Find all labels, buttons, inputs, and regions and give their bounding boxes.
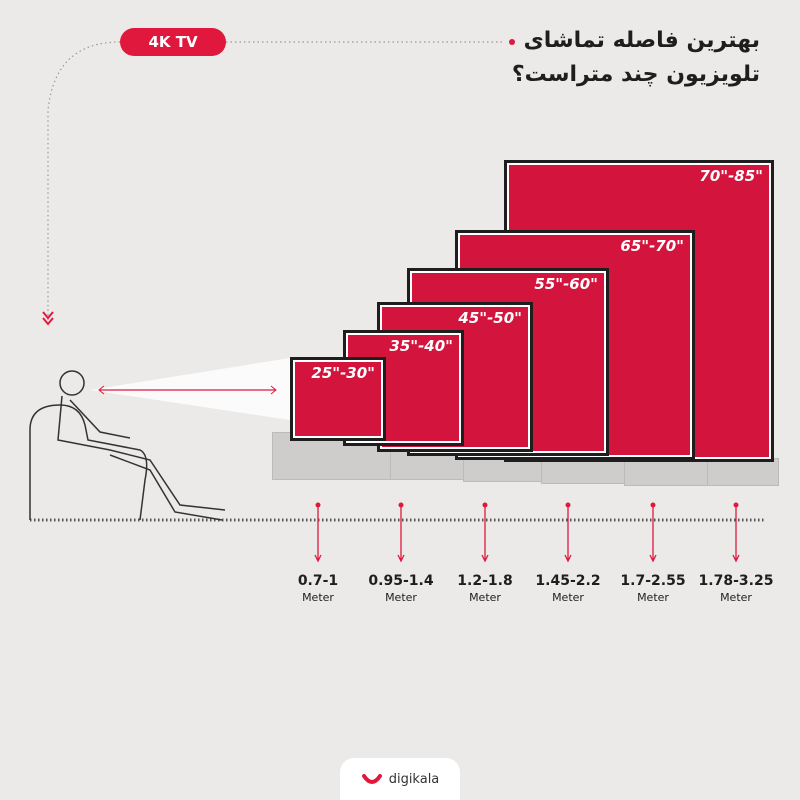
distance-marker — [482, 502, 488, 508]
chevron-down-icon — [42, 311, 54, 326]
distance-marker — [398, 502, 404, 508]
distance-arrow-icon — [481, 505, 489, 563]
distance-label: 1.45-2.2 Meter — [535, 573, 601, 604]
distance-label: 1.78-3.25 Meter — [698, 573, 774, 604]
person-in-armchair-icon — [29, 370, 226, 521]
distance-label: 0.7-1 Meter — [297, 573, 339, 604]
distance-marker — [650, 502, 656, 508]
distance-arrow-icon — [564, 505, 572, 563]
4k-tv-badge: 4K TV — [120, 28, 226, 56]
distance-label: 1.7-2.55 Meter — [620, 573, 686, 604]
digikala-logo: digikala — [340, 758, 460, 800]
distance-marker — [733, 502, 739, 508]
distance-marker — [315, 502, 321, 508]
smile-icon — [361, 774, 382, 784]
distance-arrow-icon — [732, 505, 740, 563]
distance-marker — [565, 502, 571, 508]
distance-arrow-icon — [314, 505, 322, 563]
distance-arrow-icon — [649, 505, 657, 563]
page-title: بهترین فاصله تماشای تلویزیون چند متراست؟ — [511, 28, 760, 87]
distance-label: 1.2-1.8 Meter — [457, 573, 513, 604]
distance-arrow-icon — [397, 505, 405, 563]
distance-label: 0.95-1.4 Meter — [368, 573, 434, 604]
tv-stand — [707, 458, 779, 486]
tv-25-30: 25"-30" — [290, 357, 386, 441]
